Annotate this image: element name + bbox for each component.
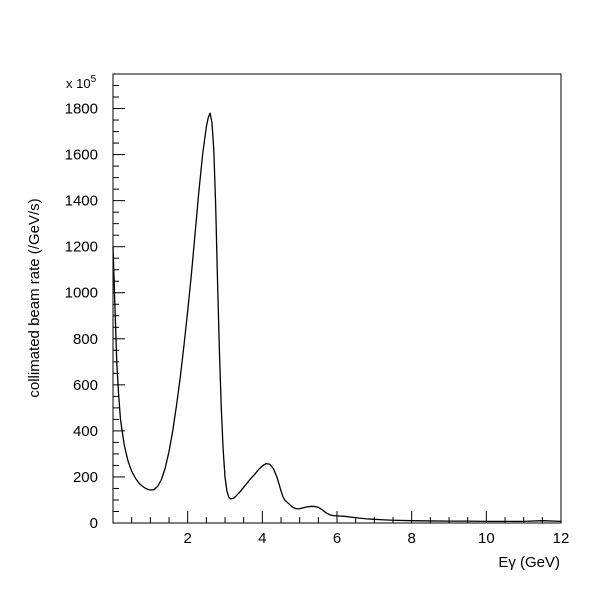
y-tick-label: 0	[90, 515, 98, 532]
x-tick-label: 4	[258, 530, 266, 547]
y-tick-label: 600	[73, 377, 98, 394]
x-tick-label: 10	[478, 530, 495, 547]
x-tick-label: 12	[553, 530, 570, 547]
tick-labels: 2 4 6 8 10 12 0 200 400 600 800 1000 1200 1400 1600 180…	[65, 101, 570, 547]
x-tick-label: 2	[183, 530, 191, 547]
y-tick-label: 1400	[65, 193, 98, 210]
beam-rate-curve	[112, 112, 562, 523]
y-tick-label: 1200	[65, 239, 98, 256]
y-multiplier-label: x 105	[66, 74, 97, 91]
y-tick-label: 200	[73, 469, 98, 486]
y-tick-label: 1600	[65, 147, 98, 164]
x-tick-label: 6	[333, 530, 341, 547]
x-tick-label: 8	[407, 530, 415, 547]
y-tick-label: 400	[73, 423, 98, 440]
y-tick-label: 800	[73, 331, 98, 348]
x-axis-title: Eγ (GeV)	[498, 554, 560, 571]
axis-ticks	[112, 73, 562, 524]
y-tick-label: 1000	[65, 285, 98, 302]
plot-frame	[112, 73, 562, 524]
y-tick-label: 1800	[65, 101, 98, 118]
y-axis-title: collimated beam rate (/GeV/s)	[26, 198, 43, 397]
